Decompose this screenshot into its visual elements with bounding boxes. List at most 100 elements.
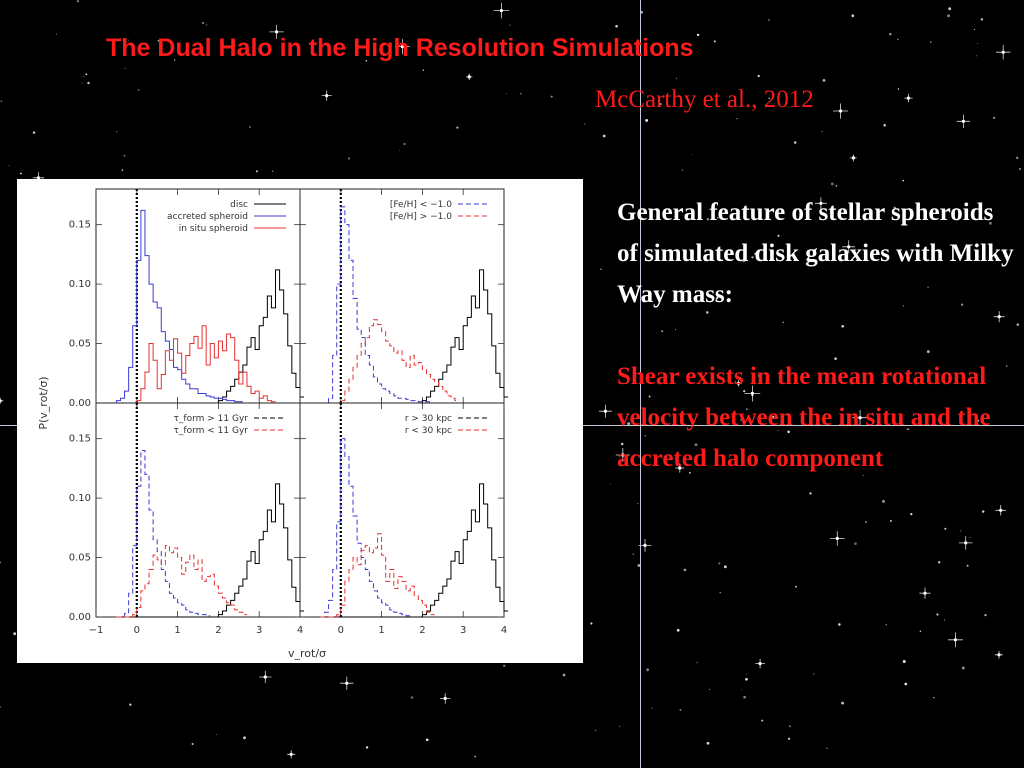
star — [520, 93, 522, 95]
star — [602, 134, 606, 138]
star — [36, 176, 41, 180]
star — [263, 675, 267, 679]
panel-bottom-left: τ_form > 11 Gyr τ_form < 11 Gyr 0.00 0.05 0.… — [69, 402, 305, 636]
star — [678, 466, 682, 470]
star — [961, 666, 965, 670]
histogram-line-disc — [320, 483, 509, 618]
star — [718, 562, 721, 565]
star — [676, 628, 680, 632]
star — [980, 18, 984, 21]
star — [550, 95, 553, 98]
star — [938, 561, 941, 564]
star — [116, 131, 118, 133]
star — [505, 93, 507, 95]
star — [758, 662, 762, 666]
star — [856, 256, 860, 260]
y-tick-label: 0.00 — [69, 398, 91, 409]
star — [864, 520, 867, 524]
slide-title: The Dual Halo in the High Resolution Sim… — [106, 34, 694, 62]
star — [646, 668, 650, 672]
star — [757, 374, 761, 377]
x-tick-label: −1 — [89, 625, 104, 636]
star — [768, 97, 770, 100]
star — [121, 169, 124, 171]
star — [835, 185, 838, 187]
star — [637, 564, 641, 567]
vertical-guide-line — [640, 0, 641, 768]
star — [275, 30, 279, 34]
star — [400, 45, 404, 49]
star — [793, 141, 797, 144]
legend-label: τ_form < 11 Gyr — [174, 426, 249, 436]
star — [927, 286, 929, 289]
citation: McCarthy et al., 2012 — [595, 86, 814, 113]
star — [777, 430, 779, 431]
star — [191, 742, 194, 746]
star — [137, 89, 140, 91]
x-tick-label: 2 — [215, 625, 221, 636]
histogram-line-accreted-spheroid — [115, 209, 243, 403]
histogram-line-r-30-kpc — [320, 438, 411, 618]
star — [976, 419, 980, 422]
star — [85, 73, 88, 76]
star — [1006, 365, 1008, 367]
star — [55, 33, 57, 35]
star — [272, 170, 274, 172]
star — [906, 428, 908, 430]
star — [1001, 50, 1005, 54]
star — [809, 492, 812, 495]
star — [782, 321, 784, 323]
star — [643, 543, 647, 548]
histogram-line--fe-h-1-0 — [320, 206, 431, 404]
star — [716, 216, 719, 219]
star — [499, 9, 503, 13]
star — [821, 131, 823, 132]
star — [215, 734, 217, 736]
star — [713, 40, 716, 43]
x-tick-label: 4 — [297, 625, 303, 636]
legend-label: disc — [230, 200, 248, 210]
star — [768, 19, 770, 21]
star — [1016, 156, 1019, 159]
star — [19, 172, 22, 175]
star — [740, 419, 742, 421]
star — [632, 553, 634, 555]
star — [795, 585, 797, 588]
star — [736, 118, 738, 120]
star — [659, 103, 662, 105]
star — [947, 14, 950, 18]
star — [683, 568, 687, 572]
star — [422, 69, 425, 71]
x-tick-label: 1 — [174, 625, 180, 636]
star — [984, 613, 987, 617]
star — [822, 78, 826, 82]
star — [661, 330, 664, 333]
star — [716, 296, 719, 300]
star — [14, 429, 16, 431]
star — [976, 55, 978, 57]
star — [973, 29, 975, 31]
star — [882, 499, 885, 503]
star — [851, 14, 855, 18]
x-tick-label: 3 — [460, 625, 466, 636]
star — [746, 408, 748, 410]
x-tick-label: 3 — [256, 625, 262, 636]
star — [365, 746, 369, 749]
star — [594, 729, 597, 732]
y-tick-label: 0.05 — [69, 553, 91, 564]
star — [835, 536, 839, 541]
histogram-line-disc — [116, 483, 305, 618]
star — [906, 96, 911, 100]
star — [847, 245, 851, 249]
star — [127, 39, 129, 41]
star — [999, 508, 1003, 512]
star — [923, 591, 927, 595]
star — [743, 390, 746, 393]
star — [123, 154, 126, 157]
star — [689, 472, 691, 474]
star — [910, 512, 913, 516]
star — [637, 502, 639, 504]
star — [609, 483, 611, 485]
star — [889, 519, 892, 522]
star — [723, 565, 727, 569]
